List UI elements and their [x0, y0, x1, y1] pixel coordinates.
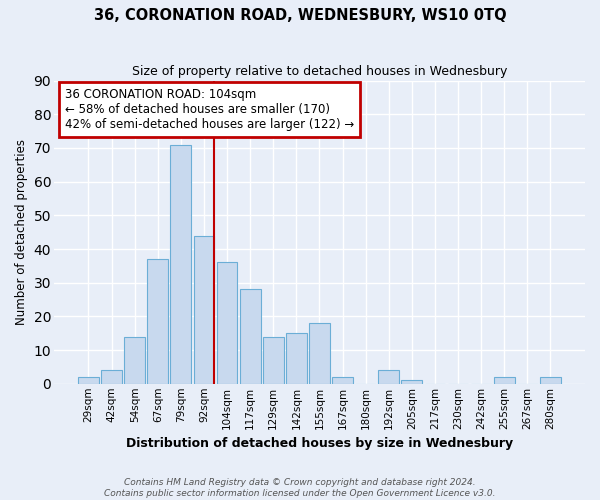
Bar	[379, 370, 399, 384]
Bar	[170, 144, 191, 384]
Bar	[240, 290, 260, 384]
Bar	[101, 370, 122, 384]
Y-axis label: Number of detached properties: Number of detached properties	[15, 139, 28, 325]
Bar	[286, 333, 307, 384]
Bar	[148, 259, 168, 384]
Text: 36 CORONATION ROAD: 104sqm
← 58% of detached houses are smaller (170)
42% of sem: 36 CORONATION ROAD: 104sqm ← 58% of deta…	[65, 88, 354, 131]
Bar	[332, 377, 353, 384]
Bar	[309, 323, 330, 384]
Bar	[217, 262, 238, 384]
Bar	[494, 377, 515, 384]
Title: Size of property relative to detached houses in Wednesbury: Size of property relative to detached ho…	[132, 65, 507, 78]
X-axis label: Distribution of detached houses by size in Wednesbury: Distribution of detached houses by size …	[126, 437, 513, 450]
Bar	[263, 336, 284, 384]
Text: 36, CORONATION ROAD, WEDNESBURY, WS10 0TQ: 36, CORONATION ROAD, WEDNESBURY, WS10 0T…	[94, 8, 506, 22]
Text: Contains HM Land Registry data © Crown copyright and database right 2024.
Contai: Contains HM Land Registry data © Crown c…	[104, 478, 496, 498]
Bar	[78, 377, 99, 384]
Bar	[194, 236, 214, 384]
Bar	[540, 377, 561, 384]
Bar	[124, 336, 145, 384]
Bar	[401, 380, 422, 384]
